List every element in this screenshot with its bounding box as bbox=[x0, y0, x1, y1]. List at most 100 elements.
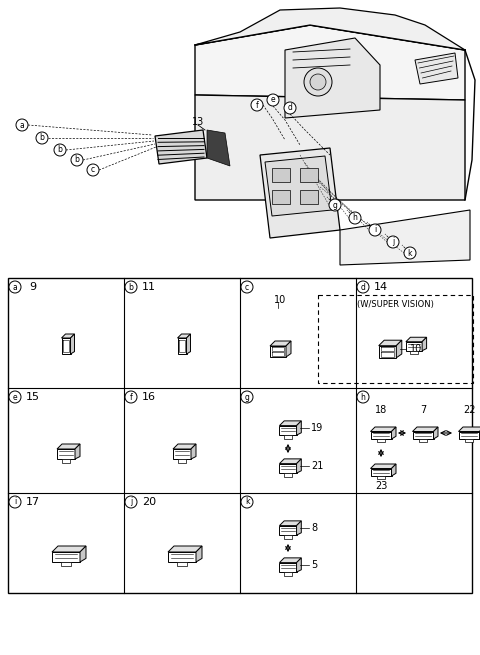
Polygon shape bbox=[178, 334, 191, 338]
Polygon shape bbox=[178, 338, 187, 354]
Text: 21: 21 bbox=[311, 461, 324, 471]
Text: b: b bbox=[39, 134, 45, 143]
Circle shape bbox=[369, 224, 381, 236]
Bar bbox=[284, 535, 292, 539]
Text: i: i bbox=[14, 498, 16, 506]
Text: b: b bbox=[129, 282, 133, 291]
Polygon shape bbox=[297, 521, 301, 535]
Polygon shape bbox=[279, 426, 297, 435]
Circle shape bbox=[329, 199, 341, 211]
Bar bbox=[61, 562, 71, 566]
Circle shape bbox=[349, 212, 361, 224]
Text: 8: 8 bbox=[311, 523, 317, 533]
Polygon shape bbox=[52, 546, 86, 552]
Text: c: c bbox=[91, 166, 95, 174]
Polygon shape bbox=[285, 38, 380, 118]
Text: j: j bbox=[130, 498, 132, 506]
Text: a: a bbox=[12, 282, 17, 291]
Circle shape bbox=[241, 496, 253, 508]
Text: a: a bbox=[20, 121, 24, 130]
Polygon shape bbox=[80, 546, 86, 562]
Polygon shape bbox=[412, 427, 438, 432]
Bar bbox=[377, 439, 385, 442]
Circle shape bbox=[357, 281, 369, 293]
Bar bbox=[377, 476, 385, 479]
Polygon shape bbox=[71, 334, 74, 354]
Bar bbox=[8, 278, 472, 593]
Text: 20: 20 bbox=[142, 497, 156, 507]
Text: h: h bbox=[353, 214, 358, 223]
Text: 11: 11 bbox=[142, 282, 156, 292]
Bar bbox=[178, 459, 186, 463]
Text: e: e bbox=[271, 96, 276, 105]
Polygon shape bbox=[286, 341, 291, 357]
Polygon shape bbox=[168, 546, 202, 552]
Polygon shape bbox=[379, 346, 396, 358]
Text: e: e bbox=[12, 392, 17, 402]
Circle shape bbox=[9, 391, 21, 403]
Polygon shape bbox=[61, 338, 71, 354]
Text: g: g bbox=[245, 392, 250, 402]
Circle shape bbox=[9, 496, 21, 508]
Circle shape bbox=[71, 154, 83, 166]
Polygon shape bbox=[297, 459, 301, 473]
Text: 5: 5 bbox=[311, 560, 317, 570]
Text: i: i bbox=[374, 225, 376, 234]
Polygon shape bbox=[297, 558, 301, 572]
Circle shape bbox=[404, 247, 416, 259]
Polygon shape bbox=[168, 552, 196, 562]
Polygon shape bbox=[279, 521, 301, 525]
Bar bbox=[419, 439, 427, 442]
Circle shape bbox=[54, 144, 66, 156]
Polygon shape bbox=[415, 53, 458, 84]
Polygon shape bbox=[279, 558, 301, 563]
Polygon shape bbox=[270, 341, 291, 346]
Polygon shape bbox=[173, 449, 191, 459]
Text: j: j bbox=[392, 238, 394, 246]
Circle shape bbox=[9, 281, 21, 293]
Polygon shape bbox=[279, 525, 297, 535]
Circle shape bbox=[284, 102, 296, 114]
Polygon shape bbox=[75, 444, 80, 459]
Circle shape bbox=[387, 236, 399, 248]
Polygon shape bbox=[371, 468, 392, 476]
Polygon shape bbox=[371, 432, 392, 439]
Polygon shape bbox=[371, 464, 396, 468]
Text: 22: 22 bbox=[463, 405, 475, 415]
Polygon shape bbox=[52, 552, 80, 562]
Polygon shape bbox=[279, 421, 301, 426]
Text: 7: 7 bbox=[420, 405, 426, 415]
Text: 13: 13 bbox=[192, 117, 204, 127]
Text: d: d bbox=[360, 282, 365, 291]
Text: d: d bbox=[288, 103, 292, 113]
Polygon shape bbox=[260, 148, 340, 238]
Text: c: c bbox=[245, 282, 249, 291]
Circle shape bbox=[310, 74, 326, 90]
Text: 9: 9 bbox=[29, 282, 36, 292]
Text: k: k bbox=[245, 498, 249, 506]
Polygon shape bbox=[61, 334, 74, 338]
Text: (W/SUPER VISION): (W/SUPER VISION) bbox=[357, 301, 434, 310]
Bar bbox=[62, 459, 70, 463]
Text: 18: 18 bbox=[375, 405, 387, 415]
Text: f: f bbox=[130, 392, 132, 402]
Polygon shape bbox=[155, 130, 207, 164]
Circle shape bbox=[16, 119, 28, 131]
Circle shape bbox=[251, 99, 263, 111]
Polygon shape bbox=[297, 421, 301, 435]
Polygon shape bbox=[57, 449, 75, 459]
Polygon shape bbox=[207, 130, 230, 166]
Polygon shape bbox=[458, 432, 480, 439]
Circle shape bbox=[36, 132, 48, 144]
Text: h: h bbox=[360, 392, 365, 402]
Text: 10: 10 bbox=[409, 344, 422, 354]
Circle shape bbox=[304, 68, 332, 96]
Bar bbox=[284, 435, 292, 439]
Circle shape bbox=[267, 94, 279, 106]
Circle shape bbox=[125, 496, 137, 508]
Text: b: b bbox=[58, 145, 62, 155]
Text: 23: 23 bbox=[375, 481, 387, 491]
Circle shape bbox=[241, 391, 253, 403]
Polygon shape bbox=[265, 156, 332, 216]
Bar bbox=[272, 168, 290, 182]
